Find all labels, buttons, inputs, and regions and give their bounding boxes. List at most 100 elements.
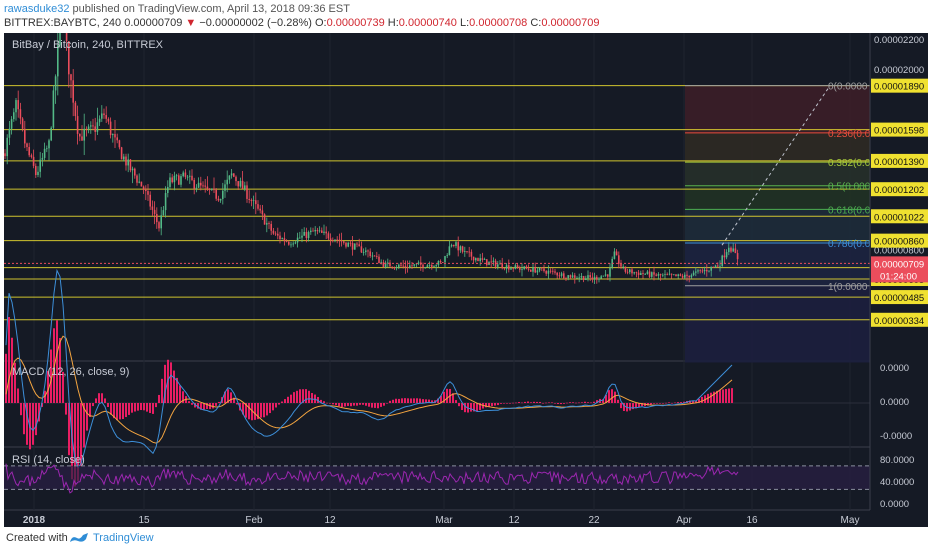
price-axis[interactable]: 0.00002200 0.00002000 0.00000800 0.0000 0.00…: [870, 33, 928, 527]
candle-body: [17, 100, 19, 109]
candle-body: [209, 189, 211, 190]
candle-body: [336, 240, 338, 241]
candle-body: [251, 200, 253, 201]
macd-histogram-bar: [266, 403, 268, 415]
candle-body: [567, 275, 569, 278]
candle-body: [589, 275, 591, 277]
candle-body: [224, 184, 226, 190]
candle-body: [308, 232, 310, 238]
macd-histogram-bar: [533, 402, 535, 403]
macd-histogram-bar: [326, 403, 328, 404]
macd-histogram-bar: [155, 403, 157, 407]
fib-level-label: 0(0.0000: [828, 82, 868, 93]
candle-body: [636, 272, 638, 273]
candle-body: [526, 266, 528, 268]
candle-body: [442, 262, 444, 263]
macd-histogram-bar: [710, 393, 712, 403]
candle-body: [627, 272, 629, 273]
candle-body: [53, 90, 55, 127]
candle-body: [479, 258, 481, 261]
candle-body: [576, 278, 578, 279]
macd-histogram-bar: [329, 403, 331, 404]
candle-body: [587, 275, 589, 278]
candle-body: [275, 234, 277, 235]
macd-histogram-bar: [407, 398, 409, 403]
chart-svg[interactable]: 0(0.0000 0.236(0.0 0.382(0.0 0.5(0.000 0.618…: [4, 33, 928, 527]
countdown-label: 01:24:00: [880, 271, 917, 282]
candle-body: [735, 248, 737, 253]
candle-body: [31, 155, 33, 157]
macd-histogram-bar: [554, 403, 556, 404]
macd-histogram-bar: [659, 403, 661, 404]
candle-body: [33, 157, 35, 166]
candle-body: [174, 176, 176, 182]
macd-histogram-bar: [275, 403, 277, 407]
candle-body: [79, 134, 81, 137]
macd-tick-label: 0.0000: [880, 363, 909, 374]
candle-body: [48, 140, 50, 148]
candle-body: [405, 266, 407, 267]
macd-histogram-bar: [674, 403, 676, 404]
macd-histogram-bar: [290, 395, 292, 403]
macd-histogram-bar: [392, 400, 394, 403]
candle-body: [301, 236, 303, 238]
candle-body: [614, 251, 616, 258]
candle-body: [112, 134, 114, 135]
candle-body: [396, 267, 398, 268]
author-link[interactable]: rawasduke32: [4, 3, 69, 15]
candle-body: [517, 265, 519, 267]
level-price-label: 0.00001890: [874, 82, 924, 93]
candle-body: [321, 230, 323, 232]
macd-histogram-bar: [398, 399, 400, 403]
candle-body: [75, 103, 77, 116]
macd-histogram-bar: [725, 389, 727, 403]
macd-histogram-bar: [653, 403, 655, 404]
candle-body: [471, 252, 473, 257]
candle-body: [220, 199, 222, 201]
time-tick-label: 16: [746, 515, 758, 526]
candle-body: [638, 273, 640, 275]
candle-body: [136, 176, 138, 183]
candle-body: [288, 242, 290, 245]
candle-body: [455, 242, 457, 246]
fib-level-label: 0.382(0.0: [828, 158, 871, 169]
level-price-label: 0.00000860: [874, 237, 924, 248]
candle-body: [457, 242, 459, 250]
candle-body: [563, 273, 565, 278]
candle-body: [684, 275, 686, 278]
time-tick-label: 2018: [23, 515, 46, 526]
candle-body: [446, 255, 448, 256]
candle-body: [354, 244, 356, 250]
candle-body: [266, 223, 268, 224]
macd-histogram-bar: [560, 403, 562, 404]
candle-body: [413, 264, 415, 265]
candle-body: [433, 266, 435, 267]
macd-histogram-bar: [122, 403, 124, 419]
candle-body: [341, 241, 343, 242]
macd-histogram-bar: [128, 403, 130, 415]
tradingview-brand[interactable]: TradingView: [93, 532, 154, 544]
candle-body: [253, 200, 255, 201]
macd-histogram-bar: [395, 399, 397, 403]
candle-body: [297, 238, 299, 243]
candle-body: [290, 244, 292, 245]
candle-body: [202, 185, 204, 186]
macd-histogram-bar: [110, 403, 112, 415]
candle-body: [369, 251, 371, 256]
macd-histogram-bar: [230, 392, 232, 403]
chart-area[interactable]: 0(0.0000 0.236(0.0 0.382(0.0 0.5(0.000 0.618…: [4, 33, 928, 527]
macd-histogram-bar: [356, 403, 358, 406]
candle-body: [451, 245, 453, 246]
candle-body: [99, 119, 101, 123]
candle-body: [570, 275, 572, 277]
candle-body: [548, 271, 550, 274]
tradingview-logo-icon[interactable]: [68, 531, 90, 550]
macd-histogram-bar: [494, 403, 496, 406]
candle-body: [721, 256, 723, 266]
macd-histogram-bar: [287, 397, 289, 403]
candle-body: [363, 252, 365, 253]
candle-body: [411, 265, 413, 266]
macd-histogram-bar: [104, 398, 106, 403]
candle-body: [116, 137, 118, 140]
candle-body: [83, 129, 85, 141]
